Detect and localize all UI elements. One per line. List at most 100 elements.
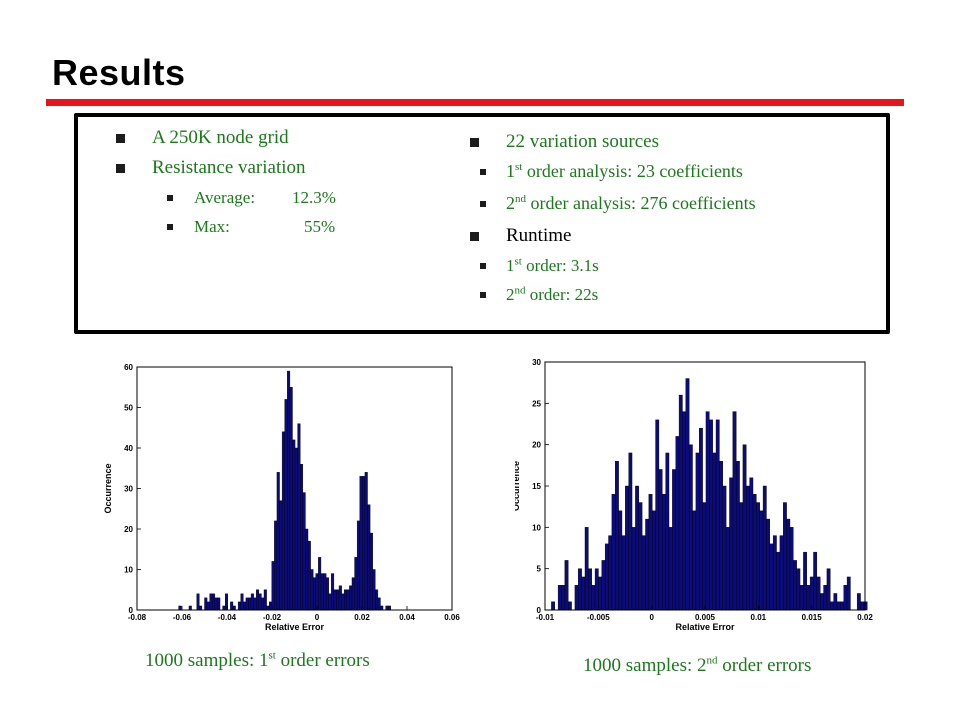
histogram-bar	[806, 584, 811, 611]
histogram-bar	[305, 528, 309, 611]
histogram-bar	[591, 584, 596, 611]
histogram-bar	[568, 601, 572, 611]
histogram-bar	[217, 597, 221, 611]
max-label: Max:	[194, 217, 230, 236]
sub-bullet-first-order-analysis: 1st order analysis: 23 coefficients	[422, 157, 756, 186]
histogram-bar	[325, 577, 329, 611]
histogram-bar	[635, 485, 639, 611]
x-tick-label: 0.02	[857, 613, 873, 622]
square-bullet-icon	[116, 134, 125, 143]
runtime-first-text: order: 3.1s	[521, 256, 599, 275]
histogram-bar	[615, 460, 619, 611]
histogram-bar	[833, 593, 838, 611]
small-square-bullet-icon	[167, 224, 173, 230]
histogram-bar	[377, 597, 381, 611]
histogram-bar	[776, 551, 781, 611]
histogram-bar	[263, 589, 267, 611]
histogram-bar	[746, 485, 750, 611]
histogram-bar	[297, 423, 301, 611]
histogram-bar	[665, 452, 670, 611]
histogram-bar	[214, 597, 218, 611]
histogram-bar	[292, 439, 296, 611]
histogram-bar	[604, 543, 609, 611]
histogram-bar	[248, 597, 252, 611]
caption-second-order: 1000 samples: 2nd order errors	[583, 655, 811, 677]
bullet-text: Runtime	[506, 225, 572, 246]
histogram-bar	[648, 494, 653, 611]
histogram-bar	[742, 444, 747, 611]
y-tick-label: 25	[532, 399, 541, 408]
histogram-bar	[699, 427, 703, 611]
second-order-num: 2	[506, 193, 515, 213]
histogram-bar	[359, 476, 363, 611]
histogram-bar	[729, 477, 734, 611]
square-bullet-icon	[470, 232, 479, 241]
histogram-bar	[276, 472, 280, 611]
histogram-bar	[836, 601, 841, 611]
histogram-bar	[294, 447, 298, 611]
caption-right-sup: nd	[706, 654, 718, 667]
histogram-bar	[783, 502, 787, 611]
histogram-bar	[578, 568, 582, 611]
histogram-bar	[608, 535, 613, 611]
y-tick-label: 20	[124, 525, 133, 534]
histogram-bar	[289, 387, 293, 611]
x-tick-label: 0	[315, 613, 320, 622]
histogram-bar	[188, 605, 192, 611]
histogram-bar	[618, 510, 623, 611]
y-tick-label: 40	[124, 444, 133, 453]
runtime-second-num: 2	[506, 285, 515, 304]
histogram-bar	[709, 419, 713, 611]
histogram-bar	[564, 560, 569, 611]
histogram-bar	[222, 605, 226, 611]
bullet-text: A 250K node grid	[152, 127, 289, 148]
small-square-bullet-icon	[480, 292, 486, 298]
histogram-bar	[271, 561, 275, 611]
histogram-bar	[702, 502, 707, 611]
histogram-bar	[331, 573, 335, 611]
histogram-bar	[705, 411, 710, 611]
sub-bullet-second-order-analysis: 2nd order analysis: 276 coefficients	[422, 189, 756, 218]
histogram-bar	[672, 469, 676, 611]
histogram-bar	[250, 593, 254, 611]
caption-right-pre: 1000 samples: 2	[583, 655, 707, 676]
histogram-first-order: -0.08 -0.06 -0.04 -0.02 0 0.02 0.04 0.06 0 10 20 30…	[103, 363, 460, 632]
histogram-bar	[287, 370, 291, 611]
histogram-bar	[232, 605, 236, 611]
histogram-bar	[380, 605, 384, 611]
sub-bullet-second-order-runtime: 2nd order: 22s	[422, 280, 756, 309]
histogram-bar	[594, 568, 599, 611]
bullet-text: Resistance variation	[152, 157, 306, 178]
y-axis-label: Occurrence	[103, 463, 113, 513]
y-tick-label: 0	[537, 606, 542, 615]
histogram-bar	[860, 601, 865, 611]
histogram-bar	[346, 589, 350, 611]
histogram-bar	[779, 535, 784, 611]
first-order-num: 1	[506, 161, 515, 181]
y-tick-label: 0	[129, 606, 134, 615]
x-tick-label: -0.005	[587, 613, 610, 622]
small-square-bullet-icon	[480, 263, 486, 269]
bullet-resistance-variation: Resistance variation	[114, 153, 336, 183]
histogram-bar	[318, 557, 322, 611]
small-square-bullet-icon	[480, 169, 486, 175]
runtime-second-text: order: 22s	[525, 285, 599, 304]
histogram-bar	[793, 560, 797, 611]
y-tick-label: 50	[124, 404, 133, 413]
histogram-bar	[719, 460, 723, 611]
histogram-bar	[351, 577, 355, 611]
bullet-runtime: Runtime	[468, 221, 756, 251]
histogram-bar	[762, 485, 767, 611]
histogram-bar	[799, 584, 804, 611]
histogram-bar	[692, 510, 697, 611]
histogram-bar	[372, 569, 376, 611]
histogram-bar	[752, 494, 757, 611]
histogram-bar	[759, 510, 764, 611]
histogram-second-order: -0.01 -0.005 0 0.005 0.01 0.015 0.02 0 5 10 15 20 25…	[515, 358, 873, 632]
x-tick-label: 0.005	[695, 613, 716, 622]
histogram-bar	[725, 527, 730, 611]
histogram-bar	[843, 584, 848, 611]
histogram-bar	[625, 485, 629, 611]
y-tick-label: 30	[124, 485, 133, 494]
histogram-bar	[237, 601, 241, 611]
